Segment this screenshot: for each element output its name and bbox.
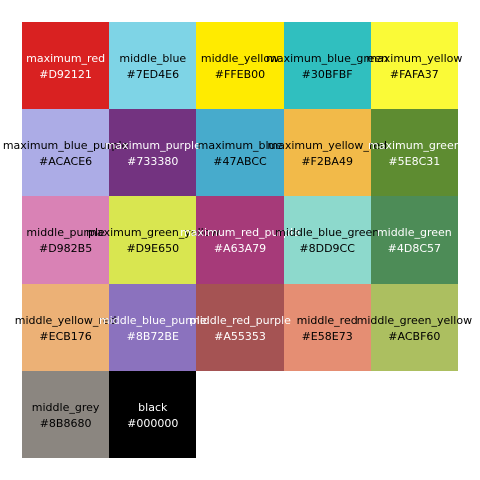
swatch-hex-label: #8B8680 [39,416,92,430]
color-palette-grid: maximum_red #D92121 middle_blue #7ED4E6 midd… [3,22,472,458]
swatch-name-label: middle_yellow_red [14,313,117,327]
swatch-name-label: maximum_green [367,139,461,153]
swatch-name-label: middle_grey [31,400,100,414]
color-swatch: middle_blue #7ED4E6 [109,22,197,110]
swatch-hex-label: #30BFBF [301,68,353,81]
swatch-name-label: maximum_yellow [366,52,463,65]
color-swatch: middle_yellow_red #ECB176 [15,283,116,371]
color-swatch: maximum_red_purple #A63A79 [180,196,300,284]
swatch-hex-label: #ACBF60 [388,329,441,343]
swatch-hex-label: #FFEB00 [214,68,266,81]
color-swatch: maximum_red #D92121 [22,22,110,110]
color-swatch: maximum_green #5E8C31 [367,109,461,197]
color-swatch: maximum_yellow #FAFA37 [366,22,462,110]
swatch-name-label: maximum_red_purple [180,226,300,240]
swatch-name-label: black [138,400,168,414]
swatch-name-label: middle_yellow [200,52,280,65]
swatch-hex-label: #D9E650 [126,242,180,256]
swatch-name-label: maximum_blue [197,139,283,153]
swatch-hex-label: #4D8C57 [387,242,442,256]
color-swatch: middle_green_yellow #ACBF60 [357,283,472,371]
swatch-name-label: middle_green [376,226,452,240]
swatch-hex-label: #47ABCC [213,155,267,169]
color-swatch: middle_green #4D8C57 [370,196,458,284]
swatch-name-label: middle_red [296,313,358,327]
swatch-hex-label: #FAFA37 [389,68,439,81]
color-swatch: black #000000 [109,370,197,458]
swatch-hex-label: #7ED4E6 [126,68,180,81]
swatch-name-label: middle_purple [26,226,105,240]
swatch-hex-label: #733380 [127,155,179,169]
color-swatch: maximum_blue #47ABCC [196,109,284,197]
color-swatch: middle_grey #8B8680 [22,370,110,458]
color-swatch: middle_yellow #FFEB00 [196,22,284,110]
color-swatch: maximum_blue_purple #ACACE6 [3,109,128,197]
swatch-hex-label: #000000 [127,416,179,430]
swatch-name-label: maximum_yellow_red [267,139,387,153]
swatch-hex-label: #F2BA49 [301,155,353,169]
swatch-hex-label: #A63A79 [213,242,267,256]
swatch-hex-label: #ACACE6 [38,155,93,169]
swatch-hex-label: #E58E73 [301,329,353,343]
color-swatch: middle_red_purple #A55353 [189,283,291,371]
swatch-hex-label: #5E8C31 [388,155,441,169]
color-swatch: middle_blue_green #8DD9CC [275,196,379,284]
swatch-hex-label: #D92121 [39,68,92,81]
color-swatch: maximum_purple #733380 [105,109,201,197]
swatch-name-label: middle_blue_green [275,226,380,240]
color-swatch: maximum_blue_green #30BFBF [266,22,388,110]
color-swatch: middle_red #E58E73 [283,283,371,371]
color-swatch: maximum_green_yellow #D9E650 [86,196,219,284]
swatch-hex-label: #A55353 [214,329,266,343]
swatch-hex-label: #ECB176 [39,329,92,343]
swatch-name-label: middle_blue_purple [98,313,207,327]
color-swatch: middle_blue_purple #8B72BE [99,283,207,371]
color-swatch: middle_purple #D982B5 [22,196,110,284]
swatch-hex-label: #8B72BE [126,329,179,343]
swatch-name-label: middle_green_yellow [356,313,473,327]
swatch-name-label: maximum_purple [104,139,201,153]
color-swatch: maximum_yellow_red #F2BA49 [267,109,387,197]
swatch-hex-label: #8DD9CC [299,242,355,256]
swatch-hex-label: #D982B5 [38,242,93,256]
swatch-name-label: maximum_red [26,52,106,65]
swatch-name-label: middle_blue [119,52,187,65]
swatch-name-label: middle_red_purple [189,313,291,327]
